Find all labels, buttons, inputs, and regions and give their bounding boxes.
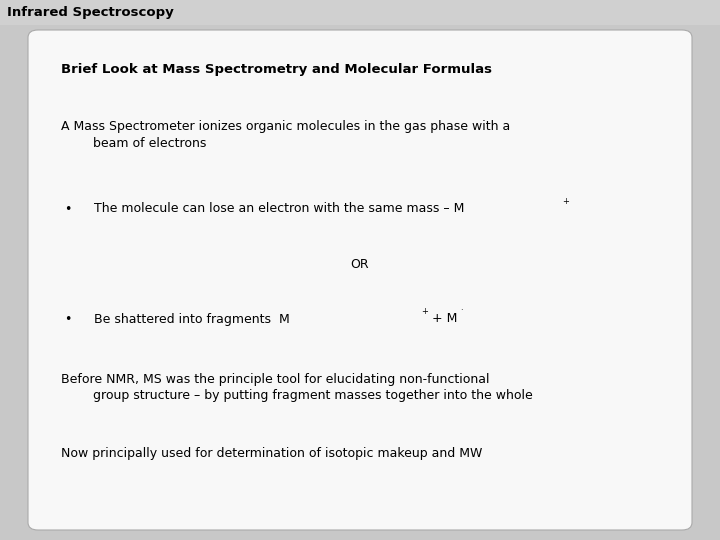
Text: ·: · [460, 307, 463, 315]
Text: A Mass Spectrometer ionizes organic molecules in the gas phase with a
        be: A Mass Spectrometer ionizes organic mole… [61, 120, 510, 150]
Text: Be shattered into fragments  M: Be shattered into fragments M [94, 313, 290, 326]
Text: +: + [562, 197, 569, 206]
Text: Brief Look at Mass Spectrometry and Molecular Formulas: Brief Look at Mass Spectrometry and Mole… [61, 63, 492, 76]
Text: •: • [65, 313, 72, 326]
Text: Infrared Spectroscopy: Infrared Spectroscopy [7, 6, 174, 19]
Text: The molecule can lose an electron with the same mass – M: The molecule can lose an electron with t… [94, 202, 465, 215]
Text: OR: OR [351, 258, 369, 271]
Text: Before NMR, MS was the principle tool for elucidating non-functional
        gro: Before NMR, MS was the principle tool fo… [61, 373, 533, 402]
FancyBboxPatch shape [28, 30, 692, 530]
Text: Now principally used for determination of isotopic makeup and MW: Now principally used for determination o… [61, 448, 482, 461]
Text: •: • [65, 202, 72, 215]
Text: + M: + M [428, 313, 457, 326]
Text: +: + [421, 307, 428, 315]
